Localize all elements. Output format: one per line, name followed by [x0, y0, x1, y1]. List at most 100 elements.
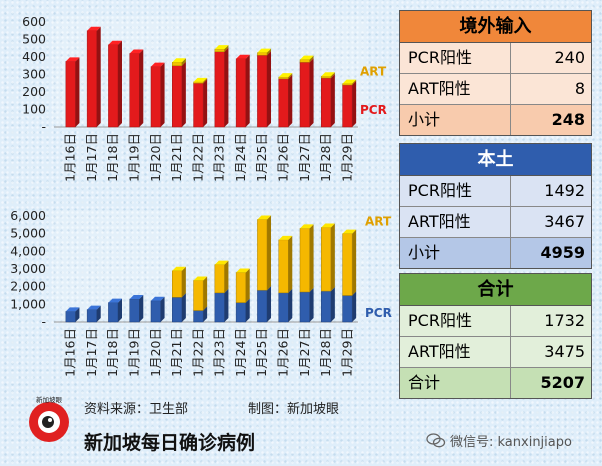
total-cases-table: 合计 PCR阳性 1732 ART阳性 3475 合计 5207: [399, 273, 592, 399]
bar-top: [129, 295, 144, 300]
y-tick-label: 400: [22, 49, 46, 64]
bar-art: [342, 83, 353, 86]
bar-side: [181, 61, 186, 127]
imported-cases-table: 境外输入 PCR阳性 240 ART阳性 8 小计 248: [399, 10, 592, 136]
bar-side: [330, 223, 335, 292]
bar-pcr: [278, 78, 289, 128]
bar-pcr: [214, 51, 225, 128]
bar-side: [75, 307, 80, 322]
y-tick-label: -: [41, 314, 46, 329]
bar-side: [309, 224, 314, 292]
bar-pcr: [193, 83, 204, 128]
bar-side: [267, 51, 272, 127]
bar-side: [352, 79, 357, 85]
bar-art: [299, 228, 310, 293]
imported-subtotal-label: 小计: [408, 110, 441, 129]
local-cases-table: 本土 PCR阳性 1492 ART阳性 3467 小计 4959: [399, 143, 592, 269]
legend-art: ART: [365, 215, 392, 229]
bar-pcr: [321, 290, 332, 323]
brand-logo: 新加坡眼: [29, 395, 69, 442]
local-art-label: ART阳性: [408, 212, 471, 231]
bar-side: [267, 286, 272, 322]
x-tick-label: 1月26日: [276, 328, 291, 377]
bar-pcr: [172, 297, 183, 323]
y-tick-label: 6,000: [10, 208, 46, 223]
bar-side: [203, 276, 208, 311]
bar-side: [309, 55, 314, 63]
x-tick-label: 1月17日: [84, 133, 99, 182]
bar-top: [108, 40, 123, 45]
bar-pcr: [86, 309, 97, 323]
total-sum-label: 合计: [408, 373, 441, 392]
bar-top: [321, 223, 335, 228]
bar-side: [118, 40, 123, 127]
bar-pcr: [257, 289, 268, 323]
bar-side: [224, 288, 229, 322]
imported-art-value: 8: [510, 74, 591, 104]
bar-top: [65, 307, 80, 312]
bar-pcr: [193, 310, 204, 323]
bar-side: [245, 268, 250, 303]
chart-caption: 新加坡每日确诊病例: [84, 432, 256, 454]
bar-top: [172, 58, 186, 63]
plot-area: [52, 16, 366, 127]
bar-top: [299, 55, 314, 60]
local-pcr-label: PCR阳性: [408, 181, 472, 200]
local-subtotal-row: 小计 4959: [400, 238, 591, 268]
bar-side: [160, 296, 165, 322]
bar-side: [224, 45, 229, 52]
bar-pcr: [299, 62, 310, 128]
legend-pcr: PCR: [360, 103, 387, 117]
bar-art: [342, 233, 353, 296]
imported-pcr-row: PCR阳性 240: [400, 43, 591, 74]
bar-side: [181, 266, 186, 298]
x-tick-label: 1月20日: [148, 133, 163, 182]
y-tick-label: 500: [22, 32, 46, 47]
bar-side: [181, 293, 186, 322]
wechat-icon: [426, 433, 446, 448]
bar-side: [245, 54, 250, 127]
bar-pcr: [86, 30, 97, 128]
y-tick-label: -: [41, 119, 46, 134]
bar-pcr: [321, 77, 332, 128]
bar-side: [203, 79, 208, 127]
bar-side: [224, 47, 229, 127]
bar-top: [172, 266, 186, 271]
plot-area: [52, 210, 366, 322]
local-table-title: 本土: [400, 144, 591, 176]
bar-top: [87, 305, 101, 310]
bar-art: [278, 239, 289, 294]
local-cases-chart: - 1,000 2,000 3,000 4,000 5,000 6,000 1月16日 1月17…: [10, 208, 392, 377]
bar-pcr: [150, 300, 161, 323]
x-tick-label: 1月27日: [297, 328, 312, 377]
bar-side: [96, 305, 101, 322]
bar-art: [214, 264, 225, 294]
bar-side: [203, 306, 208, 322]
bar-pcr: [172, 65, 183, 128]
y-tick-label: 100: [22, 102, 46, 117]
total-pcr-value: 1732: [510, 306, 591, 336]
bar-pcr: [108, 44, 119, 128]
bar-side: [224, 260, 229, 293]
y-tick-label: 1,000: [10, 296, 46, 311]
wechat-watermark: 微信号: kanxinjiapo: [426, 431, 572, 450]
bar-top: [257, 48, 272, 53]
y-tick-label: 4,000: [10, 243, 46, 258]
bar-pcr: [150, 66, 161, 128]
total-art-row: ART阳性 3475: [400, 337, 591, 368]
imported-table-title: 境外输入: [400, 11, 591, 43]
x-tick-label: 1月24日: [233, 328, 248, 377]
bar-side: [160, 62, 165, 127]
bar-art: [235, 272, 246, 303]
bar-pcr: [299, 291, 310, 323]
bar-art: [278, 76, 289, 80]
y-tick-label: 5,000: [10, 226, 46, 241]
local-subtotal-value: 4959: [510, 238, 591, 268]
bar-top: [214, 45, 229, 50]
bar-pcr: [257, 55, 268, 128]
bar-art: [299, 59, 310, 63]
bar-pcr: [235, 58, 246, 128]
bar-top: [65, 57, 80, 62]
bar-top: [108, 298, 123, 303]
bar-pcr: [65, 61, 76, 128]
